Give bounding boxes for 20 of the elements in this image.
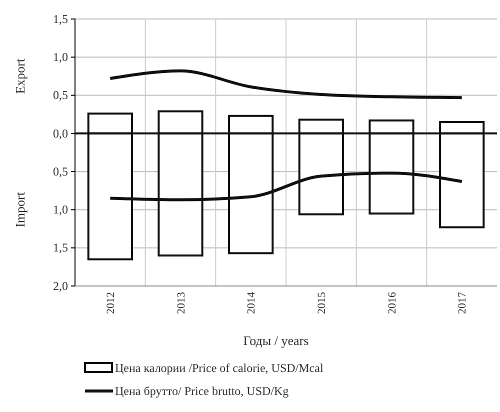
y-tick-label: 0,0 [53, 126, 68, 140]
legend-label: Цена калории /Price of calorie, USD/Mcal [115, 361, 324, 376]
y-tick-label: 0,5 [53, 88, 68, 102]
y-tick-label: 1,5 [53, 240, 68, 255]
x-tick-label: 2017 [456, 292, 469, 314]
x-axis-title: Годы / years [243, 333, 309, 348]
x-tick-label: 2012 [105, 292, 118, 314]
y-axis-title: Export [12, 58, 28, 94]
x-tick-label: 2014 [246, 292, 258, 314]
y-tick-label: 1,5 [53, 12, 68, 26]
y-tick-label: 0,5 [53, 164, 68, 178]
text: Import [12, 192, 28, 228]
x-tick-label: 2013 [175, 292, 188, 314]
y-tick-label: 1,0 [53, 50, 68, 64]
x-tick-label: 2015 [316, 292, 328, 314]
y-tick-label: 1,0 [53, 202, 68, 217]
legend-label: Цена брутто/ Price brutto, USD/Kg [115, 384, 289, 398]
x-tick-label: 2016 [386, 292, 398, 314]
line-series [108, 69, 464, 100]
y-tick-label: 2,0 [53, 278, 68, 293]
